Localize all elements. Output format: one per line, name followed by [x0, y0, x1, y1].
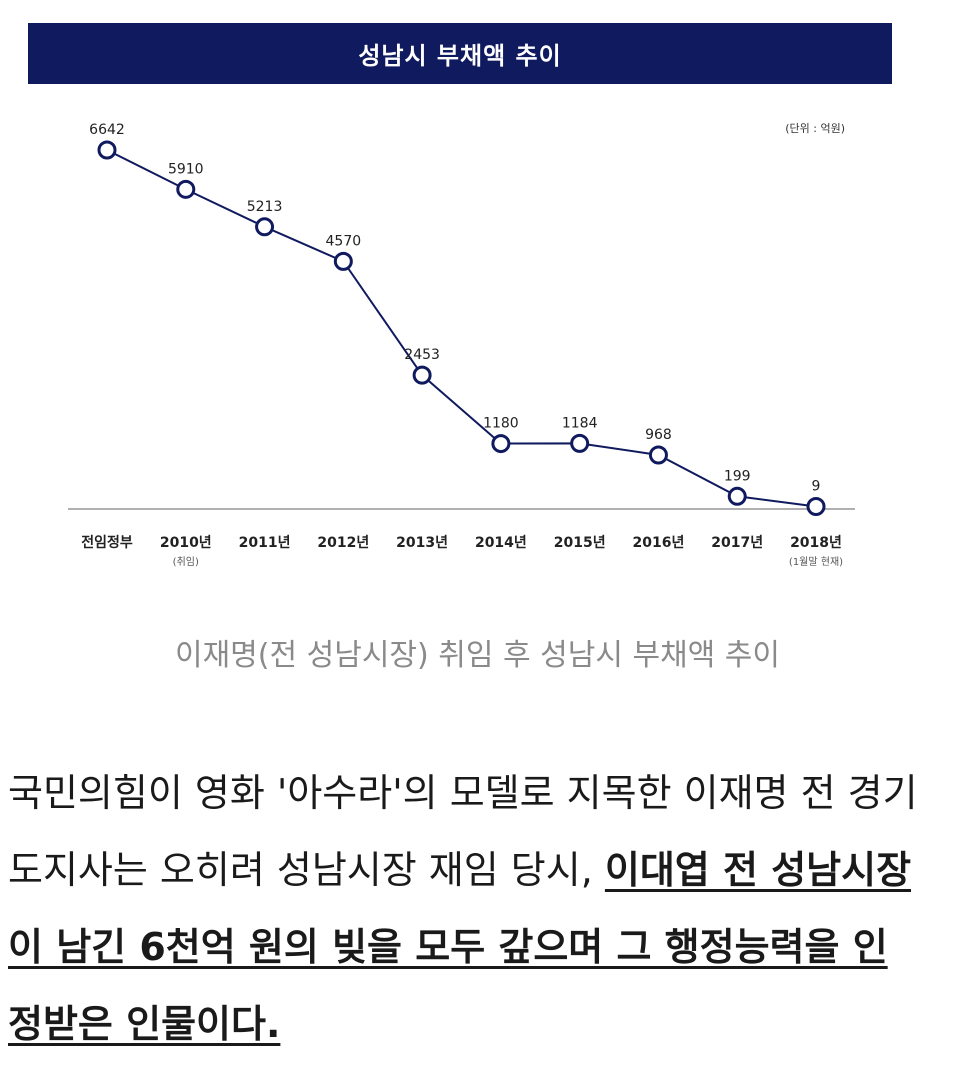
data-label: 5213 — [247, 199, 283, 215]
article-paragraph: 국민의힘이 영화 '아수라'의 모델로 지목한 이재명 전 경기도지사는 오히려… — [8, 755, 918, 1063]
x-tick-label: 2011년 — [239, 535, 291, 551]
x-tick-note: (취임) — [173, 555, 199, 568]
data-point — [412, 365, 432, 385]
data-point — [176, 179, 196, 199]
x-tick-label: 2013년 — [396, 535, 448, 551]
data-label: 5910 — [168, 161, 204, 177]
data-label: 9 — [812, 479, 821, 495]
data-label: 199 — [724, 468, 751, 484]
article-emphasis-text: 이대엽 전 성남시장이 남긴 6천억 원의 빚을 모두 갚으며 그 행정능력을 … — [8, 848, 912, 1046]
data-point — [648, 445, 668, 465]
x-tick-label: 전임정부 — [81, 534, 133, 551]
x-tick-label: 2018년 — [790, 535, 842, 551]
data-point — [97, 140, 117, 160]
chart-caption: 이재명(전 성남시장) 취임 후 성남시 부채액 추이 — [174, 638, 781, 673]
data-label: 1184 — [562, 415, 598, 431]
series-line — [106, 149, 817, 508]
x-tick-note: (1월말 현재) — [789, 556, 843, 568]
data-label: 968 — [645, 427, 672, 443]
data-point — [727, 486, 747, 506]
x-tick-label: 2012년 — [317, 535, 369, 551]
x-tick-label: 2014년 — [475, 535, 527, 551]
data-point — [491, 434, 511, 454]
debt-line-chart: 6642 전임정부 5910 2010년 (취임) 5213 2011년 4570 2012년 2… — [68, 122, 855, 568]
x-tick-label: 2016년 — [633, 535, 685, 551]
data-label: 4570 — [326, 233, 362, 249]
chart-title-banner: 성남시 부채액 추이 — [28, 23, 892, 84]
data-label: 1180 — [483, 416, 519, 432]
data-point — [255, 217, 275, 237]
article-text: 국민의힘이 영화 '아수라'의 모델로 지목한 이재명 전 경기도지사는 오히려… — [8, 771, 918, 892]
data-point — [333, 251, 353, 271]
data-point — [806, 497, 826, 517]
unit-label: (단위 : 억원) — [785, 122, 845, 135]
x-tick-label: 2015년 — [554, 535, 606, 551]
x-tick-label: 2017년 — [711, 535, 763, 551]
x-tick-label: 2010년 — [160, 535, 212, 551]
data-label: 2453 — [404, 347, 440, 363]
data-point — [570, 433, 590, 453]
data-label: 6642 — [89, 122, 125, 138]
